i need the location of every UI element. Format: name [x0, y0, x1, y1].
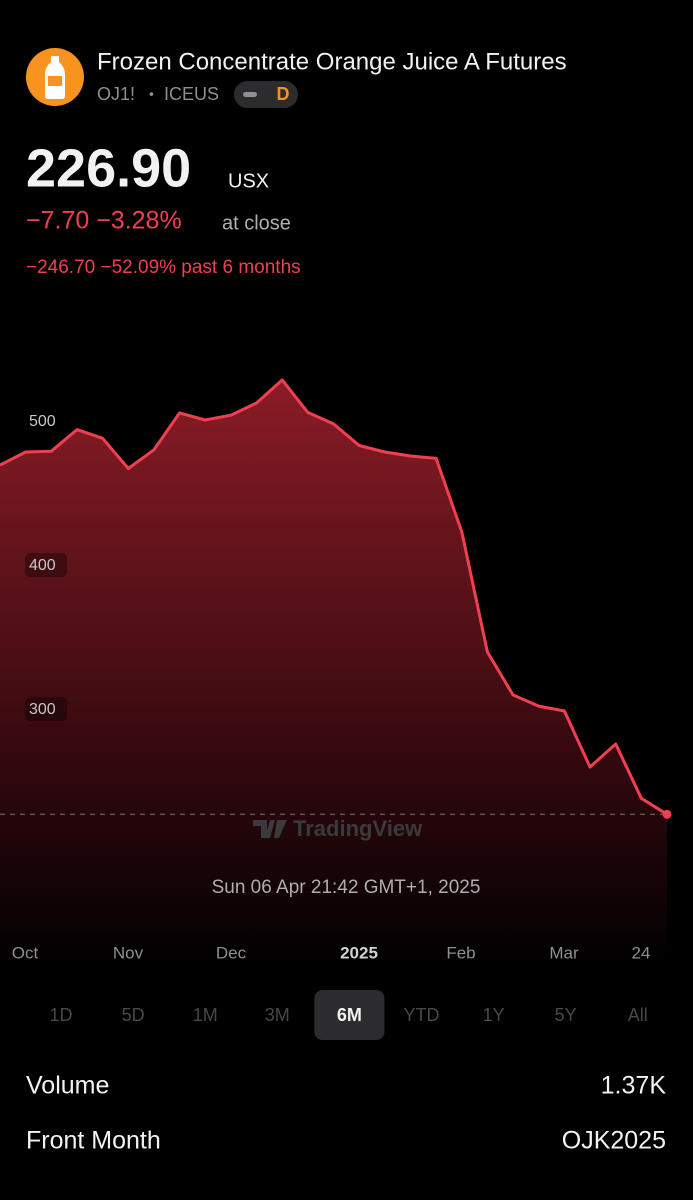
timeframe-option[interactable]: 1D: [49, 1005, 72, 1025]
timestamp: Sun 06 Apr 21:42 GMT+1, 2025: [212, 877, 481, 898]
timeframe-option[interactable]: 1M: [193, 1005, 218, 1025]
x-tick-label: Dec: [216, 943, 247, 962]
separator: •: [149, 86, 154, 102]
change-note: at close: [222, 212, 291, 234]
y-tick-bg: [25, 409, 67, 433]
stat-label: Volume: [26, 1072, 109, 1100]
symbol-icon: [26, 48, 84, 106]
y-tick-bg: [25, 697, 67, 721]
y-tick-label: 400: [29, 557, 56, 574]
stats: Volume 1.37K Front Month OJK2025: [26, 1072, 666, 1155]
timeframe-option[interactable]: 1Y: [483, 1005, 505, 1025]
badge: D: [277, 84, 290, 104]
y-tick-label: 500: [29, 413, 56, 430]
timeframe-option[interactable]: All: [628, 1005, 648, 1025]
timeframes: 1D 5D 1M 3M 6M YTD 1Y 5Y All: [49, 990, 648, 1040]
status-dash: [243, 92, 257, 97]
timeframe-option[interactable]: 3M: [265, 1005, 290, 1025]
exchange: ICEUS: [164, 84, 219, 104]
status-pill: [234, 81, 298, 108]
symbol: OJ1!: [97, 84, 135, 104]
y-tick-bg: [25, 553, 67, 577]
x-tick-label: Nov: [113, 943, 144, 962]
y-tick-label: 300: [29, 701, 56, 718]
x-tick-label: Mar: [549, 943, 579, 962]
stat-label: Front Month: [26, 1127, 161, 1155]
watermark-logo: [253, 820, 287, 838]
x-tick-label: Feb: [446, 943, 475, 962]
timeframe-selected: [314, 990, 385, 1040]
change: −7.70 −3.28%: [26, 207, 182, 235]
x-tick-label: 24: [632, 943, 651, 962]
period-change: −246.70 −52.09% past 6 months: [26, 257, 301, 278]
title: Frozen Concentrate Orange Juice A Future…: [97, 48, 567, 75]
timeframe-option[interactable]: YTD: [404, 1005, 440, 1025]
timeframe-option[interactable]: 6M: [337, 1005, 362, 1025]
x-tick-label: 2025: [340, 943, 378, 962]
price-line: [0, 378, 668, 816]
chart: 300 400 500 TradingView Sun 06 Apr 21:42 GMT…: [0, 378, 672, 965]
price: 226.90: [26, 138, 191, 198]
timeframe-option[interactable]: 5D: [122, 1005, 145, 1025]
timeframe-option[interactable]: 5Y: [555, 1005, 577, 1025]
stat-value: 1.37K: [601, 1072, 667, 1100]
area: [0, 380, 667, 965]
x-tick-label: Oct: [12, 943, 39, 962]
stat-value: OJK2025: [562, 1127, 666, 1155]
last-point: [662, 809, 672, 819]
watermark: TradingView: [293, 816, 423, 841]
currency: USX: [228, 170, 269, 192]
